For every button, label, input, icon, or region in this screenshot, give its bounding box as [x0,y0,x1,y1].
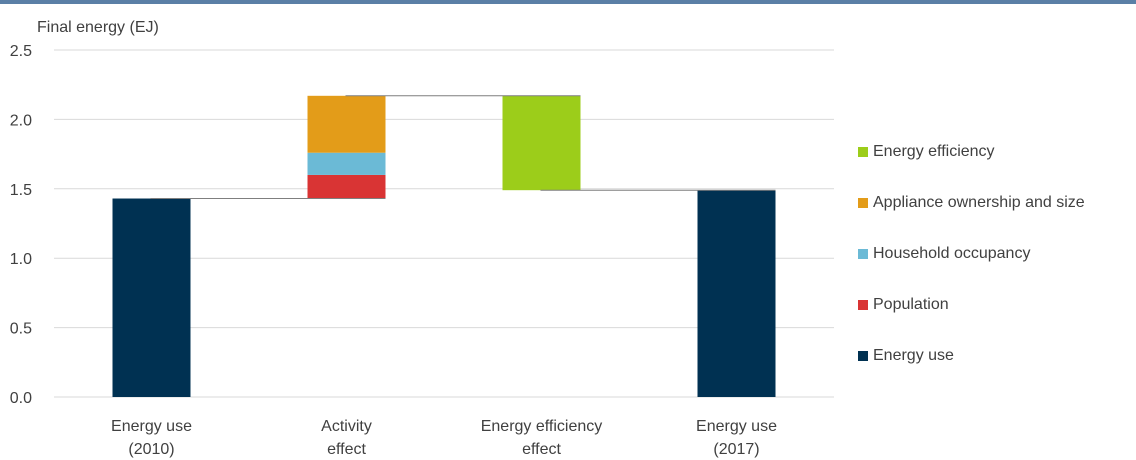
legend-item: Energy efficiency [858,140,1085,163]
legend-item: Energy use [858,344,1085,367]
legend-swatch [858,146,868,157]
legend-swatch [858,248,868,259]
legend-swatch [858,197,868,208]
y-tick-label: 2.5 [10,43,32,60]
x-tick-label: (2010) [128,441,174,458]
legend-label: Population [873,295,949,313]
bar-segment [307,174,386,199]
legend-swatch [858,299,868,310]
x-tick-label: Activity [321,418,372,435]
top-border [0,0,1136,4]
bar-segment [307,152,386,175]
x-tick-label: (2017) [713,441,759,458]
legend-label: Energy efficiency [873,142,995,160]
y-tick-label: 2.0 [10,112,32,129]
legend-swatch [858,350,868,361]
y-tick-label: 1.5 [10,182,32,199]
x-tick-label: Energy efficiency [481,418,603,435]
bar-segment [697,190,776,397]
x-tick-label: effect [327,441,366,458]
y-tick-label: 0.0 [10,390,32,407]
bar-segment [307,95,386,153]
x-tick-label: Energy use [111,418,192,435]
legend: Energy efficiency Appliance ownership and… [858,140,1085,395]
legend-label: Appliance ownership and size [873,193,1085,211]
x-tick-label: effect [522,441,561,458]
legend-item: Population [858,293,1085,316]
legend-label: Household occupancy [873,244,1031,262]
legend-item: Appliance ownership and size [858,191,1085,214]
legend-item: Household occupancy [858,242,1085,265]
y-axis-title: Final energy (EJ) [37,19,159,36]
bar-segment [112,198,191,397]
y-tick-label: 0.5 [10,321,32,338]
legend-label: Energy use [873,346,954,364]
x-tick-label: Energy use [696,418,777,435]
bar-segment [502,95,581,191]
y-tick-label: 1.0 [10,251,32,268]
